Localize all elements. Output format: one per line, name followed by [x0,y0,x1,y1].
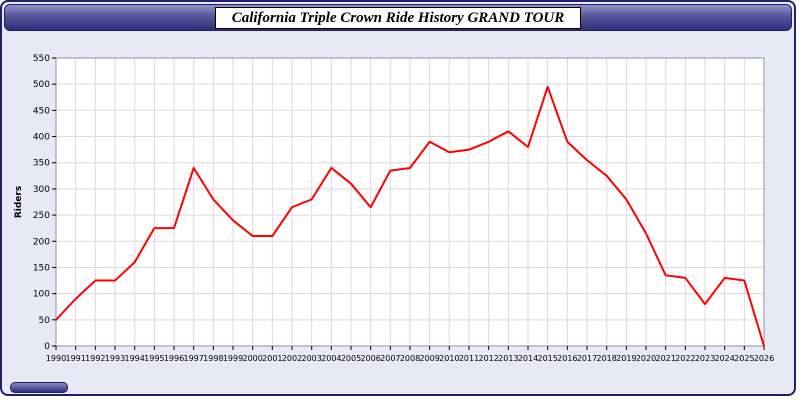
svg-text:1999: 1999 [223,354,243,363]
svg-text:2006: 2006 [360,354,380,363]
svg-text:200: 200 [33,237,50,247]
title-bar: California Triple Crown Ride History GRA… [4,4,792,31]
svg-text:2025: 2025 [734,354,754,363]
svg-text:50: 50 [39,316,51,326]
svg-text:1991: 1991 [65,354,85,363]
svg-text:2019: 2019 [616,354,636,363]
svg-text:2003: 2003 [301,354,321,363]
svg-text:1990: 1990 [46,354,66,363]
svg-text:2018: 2018 [596,354,616,363]
svg-text:350: 350 [33,159,50,169]
svg-text:2004: 2004 [321,354,341,363]
svg-text:2014: 2014 [518,354,538,363]
svg-text:2011: 2011 [459,354,479,363]
svg-text:2009: 2009 [419,354,439,363]
svg-text:2010: 2010 [439,354,459,363]
svg-text:1995: 1995 [144,354,164,363]
svg-text:0: 0 [44,342,50,352]
svg-text:150: 150 [33,263,50,273]
svg-text:2017: 2017 [577,354,597,363]
svg-text:100: 100 [33,290,50,300]
svg-text:550: 550 [33,54,50,64]
svg-text:1992: 1992 [85,354,105,363]
svg-text:2026: 2026 [754,354,774,363]
svg-text:2023: 2023 [695,354,715,363]
svg-text:2000: 2000 [242,354,262,363]
svg-text:2005: 2005 [341,354,361,363]
svg-text:1997: 1997 [183,354,203,363]
svg-text:Riders: Riders [14,186,24,218]
svg-text:300: 300 [33,185,50,195]
svg-text:1996: 1996 [164,354,184,363]
svg-text:2008: 2008 [400,354,420,363]
svg-text:2012: 2012 [478,354,498,363]
svg-text:400: 400 [33,133,50,143]
bottom-bar [10,382,68,393]
svg-text:2024: 2024 [714,354,734,363]
svg-text:1993: 1993 [105,354,125,363]
svg-text:450: 450 [33,106,50,116]
svg-text:500: 500 [33,80,50,90]
chart-title: California Triple Crown Ride History GRA… [214,6,582,29]
svg-text:2001: 2001 [262,354,282,363]
chart-area: 0 50 100 150 200 250 300 350 400 450 500 550 1990 199… [10,46,790,376]
svg-text:2013: 2013 [498,354,518,363]
svg-text:1994: 1994 [124,354,144,363]
svg-text:1998: 1998 [203,354,223,363]
svg-text:2022: 2022 [675,354,695,363]
svg-text:2007: 2007 [380,354,400,363]
svg-text:250: 250 [33,211,50,221]
svg-text:2016: 2016 [557,354,577,363]
svg-text:2015: 2015 [537,354,557,363]
svg-text:2021: 2021 [655,354,675,363]
svg-text:2002: 2002 [282,354,302,363]
svg-text:2020: 2020 [636,354,656,363]
